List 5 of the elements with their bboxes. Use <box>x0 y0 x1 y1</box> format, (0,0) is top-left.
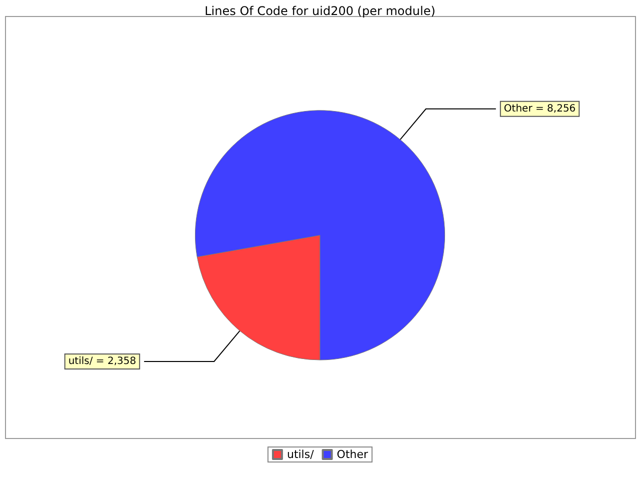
category-label: Other = 8,256 <box>504 103 576 114</box>
legend-label: utils/ <box>286 448 314 461</box>
chart-title: Lines Of Code for uid200 (per module) <box>204 4 436 18</box>
category-label: utils/ = 2,358 <box>68 356 136 367</box>
legend-label: Other <box>336 448 369 461</box>
